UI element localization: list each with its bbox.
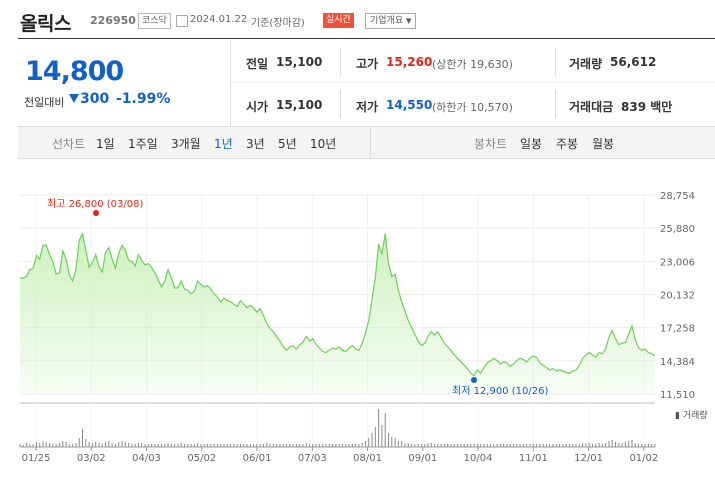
y-tick-label: 17,258 [660,324,695,335]
x-tick-label: 07/03 [298,453,327,464]
low-label: 저가 [356,100,379,114]
candle-daily-tab[interactable]: 일봉 [520,137,543,151]
price-area [19,231,656,394]
x-tick-label: 10/04 [464,453,493,464]
x-tick-label: 01/25 [22,453,51,464]
chart-annotations: 최고 26,800 (03/08) 최저 12,900 (10/26) [47,198,548,397]
candle-weekly-tab[interactable]: 주봉 [556,137,579,151]
realtime-button[interactable]: 실시간 [323,13,354,28]
chevron-down-icon: ▼ [406,17,412,25]
x-tick-label: 01/02 [629,453,658,464]
divider [555,90,556,118]
amount-value: 839 백만 [621,100,673,114]
volume-bars [19,409,656,447]
high-value: 15,260 [386,55,433,69]
x-tick-label: 11/01 [519,453,548,464]
max-annotation: 최고 26,800 (03/08) [47,198,143,210]
volume-label: 거래량 [569,57,603,71]
current-price: 14,800 [25,56,124,87]
x-tick-label: 09/01 [408,453,437,464]
divider [340,48,341,76]
line-chart-label: 선차트 [52,137,86,151]
candle-chart-label: 봉차트 [474,137,508,151]
volume-value: 56,612 [610,55,657,69]
change-value: 300 [80,91,110,107]
change-percent: -1.99% [116,91,171,107]
open-value: 15,100 [276,98,323,112]
change-label: 전일대비 [24,96,65,109]
range-1d-tab[interactable]: 1일 [96,137,115,151]
company-overview-button[interactable]: 기업개요 ▼ [365,13,417,29]
prev-close-value: 15,100 [276,55,323,69]
volume-legend: ▮ 거래량 [675,409,708,421]
candle-monthly-tab[interactable]: 월봉 [592,137,615,151]
range-10y-tab[interactable]: 10년 [310,137,337,151]
max-marker [93,210,99,216]
y-tick-label: 25,880 [660,224,695,235]
min-marker [471,377,477,383]
upper-limit: (상한가 19,630) [432,58,513,71]
y-tick-label: 20,132 [660,291,695,302]
x-tick-label: 12/01 [574,453,603,464]
divider [370,127,371,158]
divider [230,82,715,83]
divider [555,48,556,76]
range-3m-tab[interactable]: 3개월 [171,137,201,151]
divider [230,40,231,126]
stock-name: 올릭스 [20,13,71,35]
low-value: 14,550 [386,98,433,112]
min-annotation: 최저 12,900 (10/26) [452,385,548,397]
y-tick-label: 28,754 [660,191,695,202]
range-1y-tab[interactable]: 1년 [214,137,233,151]
x-tick-label: 08/01 [353,453,382,464]
x-tick-label: 06/01 [243,453,272,464]
quote-date: 2024.01.22 [190,14,248,25]
company-overview-label: 기업개요 [370,16,404,26]
x-tick-label: 05/02 [187,453,216,464]
prev-close-label: 전일 [246,57,269,71]
y-tick-label: 14,384 [660,357,695,368]
chart-axes: 28,754 25,880 23,006 20,132 17,258 14,384 11,5… [20,191,708,464]
quote-basis: 기준(장마감) [251,18,305,29]
divider [340,90,341,118]
x-tick-label: 03/02 [77,453,106,464]
range-1w-tab[interactable]: 1주일 [128,137,158,151]
y-tick-label: 23,006 [660,257,695,268]
range-5y-tab[interactable]: 5년 [278,137,297,151]
price-area-fill [20,233,655,394]
header-divider [18,38,715,39]
calendar-icon [176,15,188,27]
range-3y-tab[interactable]: 3년 [246,137,265,151]
stock-code: 226950 [90,14,136,27]
down-triangle-icon [69,94,79,103]
high-label: 고가 [356,57,379,71]
x-tick-label: 04/03 [132,453,161,464]
market-badge: 코스닥 [138,13,171,29]
amount-label: 거래대금 [569,100,614,114]
price-line [19,231,656,377]
y-tick-label: 11,510 [660,390,695,401]
chart-toolbar [18,126,715,159]
open-label: 시가 [246,100,269,114]
lower-limit: (하한가 10,570) [432,101,513,114]
